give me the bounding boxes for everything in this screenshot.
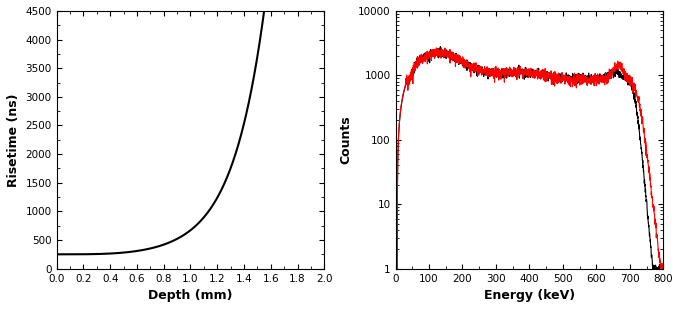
Y-axis label: Counts: Counts — [339, 116, 352, 164]
X-axis label: Depth (mm): Depth (mm) — [148, 289, 233, 302]
Y-axis label: Risetime (ns): Risetime (ns) — [7, 93, 20, 187]
X-axis label: Energy (keV): Energy (keV) — [484, 289, 575, 302]
